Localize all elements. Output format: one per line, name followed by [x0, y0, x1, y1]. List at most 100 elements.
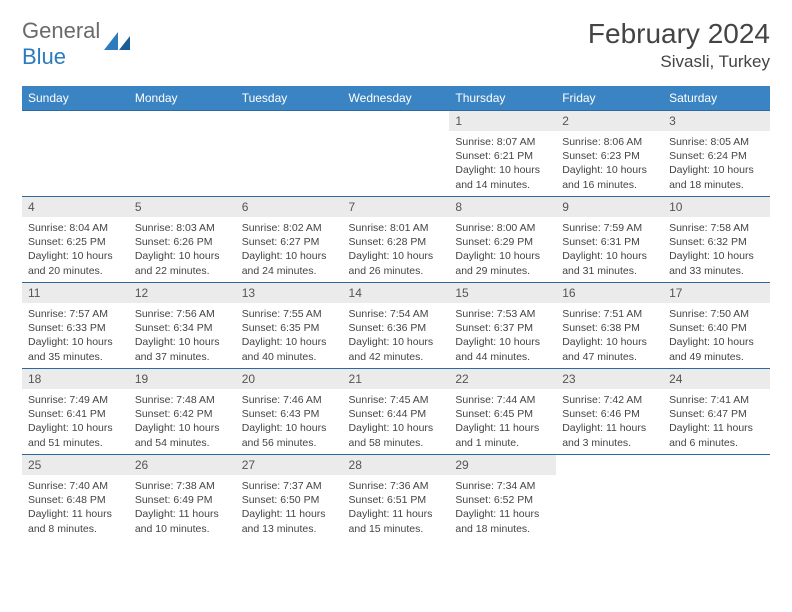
day-details: Sunrise: 8:07 AMSunset: 6:21 PMDaylight:… — [449, 131, 556, 196]
calendar-table: SundayMondayTuesdayWednesdayThursdayFrid… — [22, 86, 770, 541]
day-details: Sunrise: 7:38 AMSunset: 6:49 PMDaylight:… — [129, 475, 236, 540]
day-details: Sunrise: 8:00 AMSunset: 6:29 PMDaylight:… — [449, 217, 556, 282]
calendar-cell: 26Sunrise: 7:38 AMSunset: 6:49 PMDayligh… — [129, 455, 236, 541]
day-details: Sunrise: 7:34 AMSunset: 6:52 PMDaylight:… — [449, 475, 556, 540]
calendar-cell: 5Sunrise: 8:03 AMSunset: 6:26 PMDaylight… — [129, 197, 236, 283]
calendar-cell: 23Sunrise: 7:42 AMSunset: 6:46 PMDayligh… — [556, 369, 663, 455]
day-details: Sunrise: 7:46 AMSunset: 6:43 PMDaylight:… — [236, 389, 343, 454]
day-details: Sunrise: 7:59 AMSunset: 6:31 PMDaylight:… — [556, 217, 663, 282]
day-number: 17 — [663, 283, 770, 303]
sail-icon — [104, 30, 132, 57]
weekday-row: SundayMondayTuesdayWednesdayThursdayFrid… — [22, 86, 770, 111]
day-details: Sunrise: 7:55 AMSunset: 6:35 PMDaylight:… — [236, 303, 343, 368]
day-details: Sunrise: 7:49 AMSunset: 6:41 PMDaylight:… — [22, 389, 129, 454]
calendar-cell: 12Sunrise: 7:56 AMSunset: 6:34 PMDayligh… — [129, 283, 236, 369]
day-number: 25 — [22, 455, 129, 475]
day-number: 28 — [343, 455, 450, 475]
day-number: 11 — [22, 283, 129, 303]
day-number: 23 — [556, 369, 663, 389]
calendar-cell: .. — [343, 111, 450, 197]
calendar-cell: 25Sunrise: 7:40 AMSunset: 6:48 PMDayligh… — [22, 455, 129, 541]
day-number: 24 — [663, 369, 770, 389]
calendar-cell: 8Sunrise: 8:00 AMSunset: 6:29 PMDaylight… — [449, 197, 556, 283]
day-details: Sunrise: 8:02 AMSunset: 6:27 PMDaylight:… — [236, 217, 343, 282]
calendar-body: ........1Sunrise: 8:07 AMSunset: 6:21 PM… — [22, 111, 770, 541]
day-number: 14 — [343, 283, 450, 303]
day-number: 27 — [236, 455, 343, 475]
calendar-cell: 24Sunrise: 7:41 AMSunset: 6:47 PMDayligh… — [663, 369, 770, 455]
day-details: Sunrise: 7:50 AMSunset: 6:40 PMDaylight:… — [663, 303, 770, 368]
calendar-cell: 17Sunrise: 7:50 AMSunset: 6:40 PMDayligh… — [663, 283, 770, 369]
day-number: 26 — [129, 455, 236, 475]
day-number: 21 — [343, 369, 450, 389]
calendar-cell: 19Sunrise: 7:48 AMSunset: 6:42 PMDayligh… — [129, 369, 236, 455]
day-details: Sunrise: 7:40 AMSunset: 6:48 PMDaylight:… — [22, 475, 129, 540]
day-details: Sunrise: 7:36 AMSunset: 6:51 PMDaylight:… — [343, 475, 450, 540]
logo-text: General Blue — [22, 18, 100, 70]
logo-blue: Blue — [22, 44, 66, 69]
calendar-row: 4Sunrise: 8:04 AMSunset: 6:25 PMDaylight… — [22, 197, 770, 283]
calendar-cell: 15Sunrise: 7:53 AMSunset: 6:37 PMDayligh… — [449, 283, 556, 369]
day-details: Sunrise: 8:04 AMSunset: 6:25 PMDaylight:… — [22, 217, 129, 282]
weekday-header: Saturday — [663, 86, 770, 111]
day-number: 7 — [343, 197, 450, 217]
calendar-cell: 6Sunrise: 8:02 AMSunset: 6:27 PMDaylight… — [236, 197, 343, 283]
day-details: Sunrise: 7:51 AMSunset: 6:38 PMDaylight:… — [556, 303, 663, 368]
day-number: 16 — [556, 283, 663, 303]
day-details: Sunrise: 7:53 AMSunset: 6:37 PMDaylight:… — [449, 303, 556, 368]
day-details: Sunrise: 7:45 AMSunset: 6:44 PMDaylight:… — [343, 389, 450, 454]
calendar-cell: 7Sunrise: 8:01 AMSunset: 6:28 PMDaylight… — [343, 197, 450, 283]
logo-general: General — [22, 18, 100, 43]
day-number: 2 — [556, 111, 663, 131]
day-details: Sunrise: 7:48 AMSunset: 6:42 PMDaylight:… — [129, 389, 236, 454]
calendar-cell: 10Sunrise: 7:58 AMSunset: 6:32 PMDayligh… — [663, 197, 770, 283]
day-number: 6 — [236, 197, 343, 217]
calendar-cell: 13Sunrise: 7:55 AMSunset: 6:35 PMDayligh… — [236, 283, 343, 369]
calendar-cell: 1Sunrise: 8:07 AMSunset: 6:21 PMDaylight… — [449, 111, 556, 197]
header: General Blue February 2024 Sivasli, Turk… — [22, 18, 770, 72]
day-number: 4 — [22, 197, 129, 217]
day-number: 12 — [129, 283, 236, 303]
calendar-row: ........1Sunrise: 8:07 AMSunset: 6:21 PM… — [22, 111, 770, 197]
day-number: 29 — [449, 455, 556, 475]
logo: General Blue — [22, 18, 132, 70]
day-number: 9 — [556, 197, 663, 217]
day-details: Sunrise: 8:01 AMSunset: 6:28 PMDaylight:… — [343, 217, 450, 282]
weekday-header: Friday — [556, 86, 663, 111]
calendar-cell: .. — [663, 455, 770, 541]
calendar-cell: .. — [129, 111, 236, 197]
day-details: Sunrise: 7:44 AMSunset: 6:45 PMDaylight:… — [449, 389, 556, 454]
day-details: Sunrise: 8:03 AMSunset: 6:26 PMDaylight:… — [129, 217, 236, 282]
calendar-cell: .. — [22, 111, 129, 197]
calendar-cell: 3Sunrise: 8:05 AMSunset: 6:24 PMDaylight… — [663, 111, 770, 197]
day-details: Sunrise: 7:57 AMSunset: 6:33 PMDaylight:… — [22, 303, 129, 368]
day-number: 22 — [449, 369, 556, 389]
calendar-cell: 9Sunrise: 7:59 AMSunset: 6:31 PMDaylight… — [556, 197, 663, 283]
weekday-header: Sunday — [22, 86, 129, 111]
day-number: 10 — [663, 197, 770, 217]
calendar-cell: 27Sunrise: 7:37 AMSunset: 6:50 PMDayligh… — [236, 455, 343, 541]
calendar-cell: 21Sunrise: 7:45 AMSunset: 6:44 PMDayligh… — [343, 369, 450, 455]
day-details: Sunrise: 7:54 AMSunset: 6:36 PMDaylight:… — [343, 303, 450, 368]
calendar-cell: 18Sunrise: 7:49 AMSunset: 6:41 PMDayligh… — [22, 369, 129, 455]
weekday-header: Thursday — [449, 86, 556, 111]
location: Sivasli, Turkey — [588, 52, 770, 72]
calendar-cell: .. — [236, 111, 343, 197]
calendar-cell: .. — [556, 455, 663, 541]
day-number: 13 — [236, 283, 343, 303]
calendar-cell: 4Sunrise: 8:04 AMSunset: 6:25 PMDaylight… — [22, 197, 129, 283]
calendar-row: 11Sunrise: 7:57 AMSunset: 6:33 PMDayligh… — [22, 283, 770, 369]
page-title: February 2024 — [588, 18, 770, 50]
day-number: 8 — [449, 197, 556, 217]
calendar-cell: 22Sunrise: 7:44 AMSunset: 6:45 PMDayligh… — [449, 369, 556, 455]
day-number: 20 — [236, 369, 343, 389]
day-number: 1 — [449, 111, 556, 131]
calendar-row: 18Sunrise: 7:49 AMSunset: 6:41 PMDayligh… — [22, 369, 770, 455]
day-details: Sunrise: 7:37 AMSunset: 6:50 PMDaylight:… — [236, 475, 343, 540]
weekday-header: Wednesday — [343, 86, 450, 111]
day-details: Sunrise: 8:05 AMSunset: 6:24 PMDaylight:… — [663, 131, 770, 196]
calendar-cell: 28Sunrise: 7:36 AMSunset: 6:51 PMDayligh… — [343, 455, 450, 541]
calendar-row: 25Sunrise: 7:40 AMSunset: 6:48 PMDayligh… — [22, 455, 770, 541]
weekday-header: Tuesday — [236, 86, 343, 111]
day-details: Sunrise: 7:41 AMSunset: 6:47 PMDaylight:… — [663, 389, 770, 454]
